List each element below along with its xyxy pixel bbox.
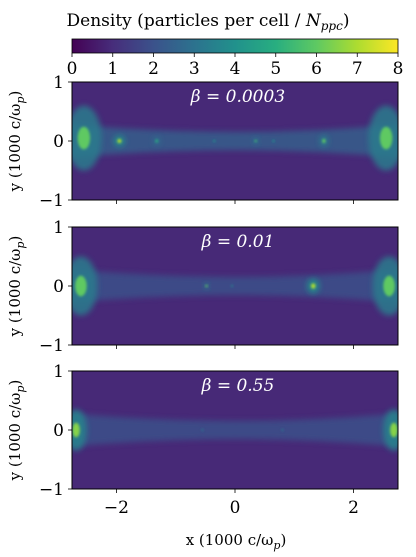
plasmoid-core — [379, 126, 393, 150]
panel-beta-label: β = 0.01 — [201, 232, 275, 252]
plasmoid-core — [155, 139, 159, 143]
plasmoid-core — [72, 422, 80, 438]
plasmoid-core — [201, 428, 204, 432]
colorbar-tick-label: 5 — [270, 59, 281, 79]
plasmoid-core — [77, 126, 91, 150]
panel-3: β = 0.55 1 0 −1 −2 0 2 y (1000 c/ωp) — [6, 362, 399, 518]
y-tick-label: −1 — [39, 191, 64, 211]
plasmoid-core — [272, 139, 275, 143]
panel-beta-label: β = 0.0003 — [190, 87, 285, 107]
plasmoid-core — [205, 284, 208, 288]
x-tick-label: 0 — [230, 498, 241, 518]
plasmoid-core — [230, 284, 234, 288]
colorbar — [71, 38, 399, 54]
colorbar-ticks: 0 1 2 3 4 5 6 7 8 — [67, 53, 404, 79]
y-tick-label: −1 — [39, 480, 64, 500]
plasmoid-core — [322, 138, 326, 144]
x-tick-label: −2 — [104, 498, 129, 518]
colorbar-tick-label: 4 — [230, 59, 241, 79]
y-tick-label: 1 — [53, 362, 64, 382]
plasmoid-core — [390, 422, 398, 438]
x-axis-label: x (1000 c/ωp) — [186, 531, 287, 552]
colorbar-label: Density (particles per cell / Nppc) — [67, 11, 350, 33]
colorbar-tick-label: 1 — [107, 59, 118, 79]
y-tick-label: 0 — [53, 421, 64, 441]
colorbar-tick-label: 6 — [311, 59, 322, 79]
y-tick-label: 0 — [53, 132, 64, 152]
plasmoid-core — [75, 275, 87, 297]
y-tick-label: 1 — [53, 218, 64, 238]
panel-2: β = 0.01 1 0 −1 y (1000 c/ωp) — [6, 218, 399, 356]
colorbar-tick-label: 0 — [67, 59, 78, 79]
plasmoid-core — [117, 138, 122, 144]
x-tick-label: 2 — [348, 498, 359, 518]
panel-1: β = 0.0003 1 0 −1 y (1000 c/ωp) — [6, 73, 399, 211]
plasmoid-core — [383, 275, 395, 297]
panels: β = 0.0003 1 0 −1 y (1000 c/ωp) β = 0.01 1 0 −1 y… — [6, 73, 399, 518]
colorbar-tick-label: 2 — [148, 59, 159, 79]
plasmoid-core — [281, 428, 284, 432]
plasmoid-core — [254, 139, 257, 143]
y-tick-label: 1 — [53, 73, 64, 93]
y-tick-label: 0 — [53, 277, 64, 297]
y-tick-label: −1 — [39, 336, 64, 356]
colorbar-tick-label: 8 — [393, 59, 404, 79]
colorbar-tick-label: 3 — [189, 59, 200, 79]
colorbar-tick-label: 7 — [352, 59, 363, 79]
y-axis-label: y (1000 c/ωp) — [6, 380, 27, 482]
plasmoid-core — [213, 139, 216, 143]
y-axis-label: y (1000 c/ωp) — [6, 236, 27, 338]
plasmoid-core — [310, 283, 316, 289]
y-axis-label: y (1000 c/ωp) — [6, 91, 27, 193]
panel-beta-label: β = 0.55 — [201, 376, 275, 396]
